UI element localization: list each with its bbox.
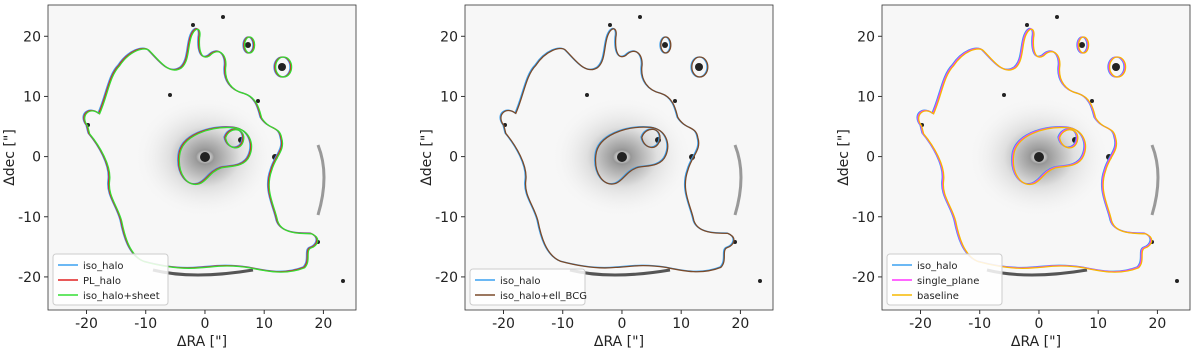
galaxy xyxy=(695,63,703,71)
galaxy xyxy=(758,279,762,283)
y-tick-label: 20 xyxy=(440,29,458,45)
y-tick-label: 10 xyxy=(23,89,41,105)
galaxy xyxy=(278,63,286,71)
y-tick-label: 10 xyxy=(857,89,875,105)
critical-curve xyxy=(500,28,735,273)
x-tick-label: 0 xyxy=(1035,316,1044,332)
critical-curve xyxy=(274,56,293,78)
x-tick-label: -20 xyxy=(909,316,932,332)
legend-label: single_plane xyxy=(917,276,979,287)
galaxy xyxy=(585,93,589,97)
panel: -20 -10 0 10 20 -20 -10 0 10 20 ΔRA ["] Δdec ["] iso… xyxy=(2,4,357,350)
legend-box xyxy=(469,268,586,306)
arc xyxy=(316,144,326,216)
critical-curve xyxy=(178,126,253,186)
y-tick-label: 0 xyxy=(449,150,458,166)
x-tick-label: 20 xyxy=(315,316,333,332)
galaxy xyxy=(256,99,260,103)
legend-label: iso_halo+ell_BCG xyxy=(500,291,587,302)
y-axis-label: Δdec ["] xyxy=(2,129,18,186)
galaxy xyxy=(168,93,172,97)
x-tick-label: 10 xyxy=(672,316,690,332)
y-tick-label: 20 xyxy=(857,29,875,45)
x-axis-label: ΔRA ["] xyxy=(1011,334,1061,350)
critical-curve xyxy=(660,36,672,54)
panel: -20 -10 0 10 20 -20 -10 0 10 20 ΔRA ["] Δdec ["] iso… xyxy=(836,4,1191,350)
x-tick-label: -10 xyxy=(551,316,574,332)
y-tick-label: -20 xyxy=(18,270,41,286)
legend-label: PL_halo xyxy=(83,276,121,287)
y-tick-label: -10 xyxy=(435,210,458,226)
y-axis-label: Δdec ["] xyxy=(419,129,435,186)
axes-frame xyxy=(464,4,774,311)
critical-curve xyxy=(84,28,319,273)
galaxy xyxy=(673,99,677,103)
y-tick-label: -20 xyxy=(435,270,458,286)
legend-label: iso_halo+sheet xyxy=(83,291,160,302)
x-tick-label: 20 xyxy=(1149,316,1167,332)
x-tick-label: 10 xyxy=(1089,316,1107,332)
galaxy xyxy=(638,15,642,19)
critical-curve xyxy=(1108,56,1127,78)
galaxy xyxy=(617,152,627,162)
critical-curve xyxy=(1012,126,1087,186)
x-tick-label: 0 xyxy=(618,316,627,332)
critical-curve xyxy=(243,36,256,54)
x-tick-label: -20 xyxy=(75,316,98,332)
legend-box xyxy=(886,253,1003,306)
galaxy xyxy=(200,152,210,162)
x-tick-label: -10 xyxy=(968,316,991,332)
y-tick-label: 20 xyxy=(23,29,41,45)
galaxy xyxy=(1079,42,1085,48)
galaxy xyxy=(1112,63,1120,71)
axes-frame xyxy=(47,4,357,311)
x-axis-label: ΔRA ["] xyxy=(594,334,644,350)
galaxy xyxy=(245,42,251,48)
arc xyxy=(1150,144,1160,216)
axes-frame xyxy=(881,4,1191,311)
legend-label: iso_halo xyxy=(917,261,957,272)
galaxy xyxy=(1025,23,1029,27)
galaxy xyxy=(341,279,345,283)
y-tick-label: 0 xyxy=(866,150,875,166)
galaxy xyxy=(1175,279,1179,283)
x-tick-label: -20 xyxy=(492,316,515,332)
critical-curve xyxy=(1058,129,1079,149)
galaxy xyxy=(221,15,225,19)
galaxy xyxy=(191,23,195,27)
critical-curve xyxy=(224,129,245,149)
critical-curve xyxy=(691,56,709,78)
y-tick-label: -10 xyxy=(18,210,41,226)
x-tick-label: 20 xyxy=(732,316,750,332)
legend-box xyxy=(52,253,169,306)
x-axis-label: ΔRA ["] xyxy=(177,334,227,350)
galaxy xyxy=(1055,15,1059,19)
legend-label: iso_halo xyxy=(500,276,540,287)
critical-curve xyxy=(641,128,661,149)
critical-curve xyxy=(918,28,1153,273)
critical-curve xyxy=(1077,36,1090,54)
y-tick-label: 10 xyxy=(440,89,458,105)
galaxy xyxy=(1090,99,1094,103)
y-tick-label: -20 xyxy=(852,270,875,286)
legend-label: baseline xyxy=(917,291,959,302)
legend-label: iso_halo xyxy=(83,261,123,272)
galaxy xyxy=(662,42,668,48)
galaxy xyxy=(1002,93,1006,97)
galaxy xyxy=(1034,152,1044,162)
x-tick-label: -10 xyxy=(134,316,157,332)
critical-curve xyxy=(594,126,669,185)
y-tick-label: -10 xyxy=(852,210,875,226)
galaxy xyxy=(608,23,612,27)
y-tick-label: 0 xyxy=(32,150,41,166)
x-tick-label: 0 xyxy=(201,316,210,332)
x-tick-label: 10 xyxy=(255,316,273,332)
y-axis-label: Δdec ["] xyxy=(836,129,852,186)
arc xyxy=(733,144,743,216)
panel: -20 -10 0 10 20 -20 -10 0 10 20 ΔRA ["] Δdec ["] iso… xyxy=(419,4,774,350)
